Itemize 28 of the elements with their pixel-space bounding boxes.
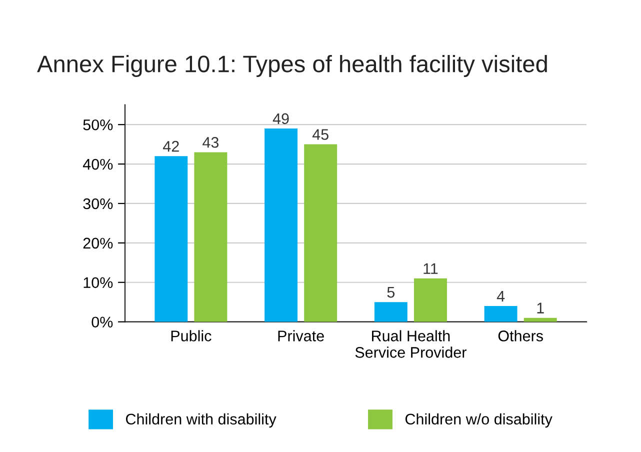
bar	[194, 152, 228, 322]
bar	[414, 278, 447, 322]
bar	[264, 128, 298, 322]
x-tick-label: Public	[171, 330, 212, 342]
legend-label: Children w/o disability	[405, 413, 552, 428]
bar	[484, 306, 518, 322]
y-tick-label: 10%	[84, 277, 113, 288]
x-tick-label: Rual Health Service Provider	[355, 330, 466, 358]
data-label: 5	[387, 287, 395, 298]
bar	[304, 144, 338, 322]
data-label: 45	[312, 129, 328, 140]
chart-title: Annex Figure 10.1: Types of health facility visited	[37, 54, 547, 78]
y-tick-label: 20%	[83, 238, 113, 249]
x-tick-label: Others	[498, 330, 543, 342]
y-tick-label: 40%	[82, 158, 113, 170]
bar	[374, 302, 408, 322]
legend-label: Children with disability	[126, 413, 276, 428]
data-label: 4	[496, 290, 505, 302]
data-label: 42	[163, 140, 179, 152]
y-tick-label: 0%	[92, 316, 113, 328]
data-label: 1	[537, 302, 544, 314]
y-tick-label: 30%	[83, 198, 113, 210]
x-tick-label: Private	[278, 330, 324, 342]
data-label: 11	[424, 263, 438, 274]
y-tick-label: 50%	[83, 119, 113, 130]
data-label: 43	[202, 136, 219, 148]
bar	[154, 156, 188, 322]
data-label: 49	[272, 113, 289, 124]
